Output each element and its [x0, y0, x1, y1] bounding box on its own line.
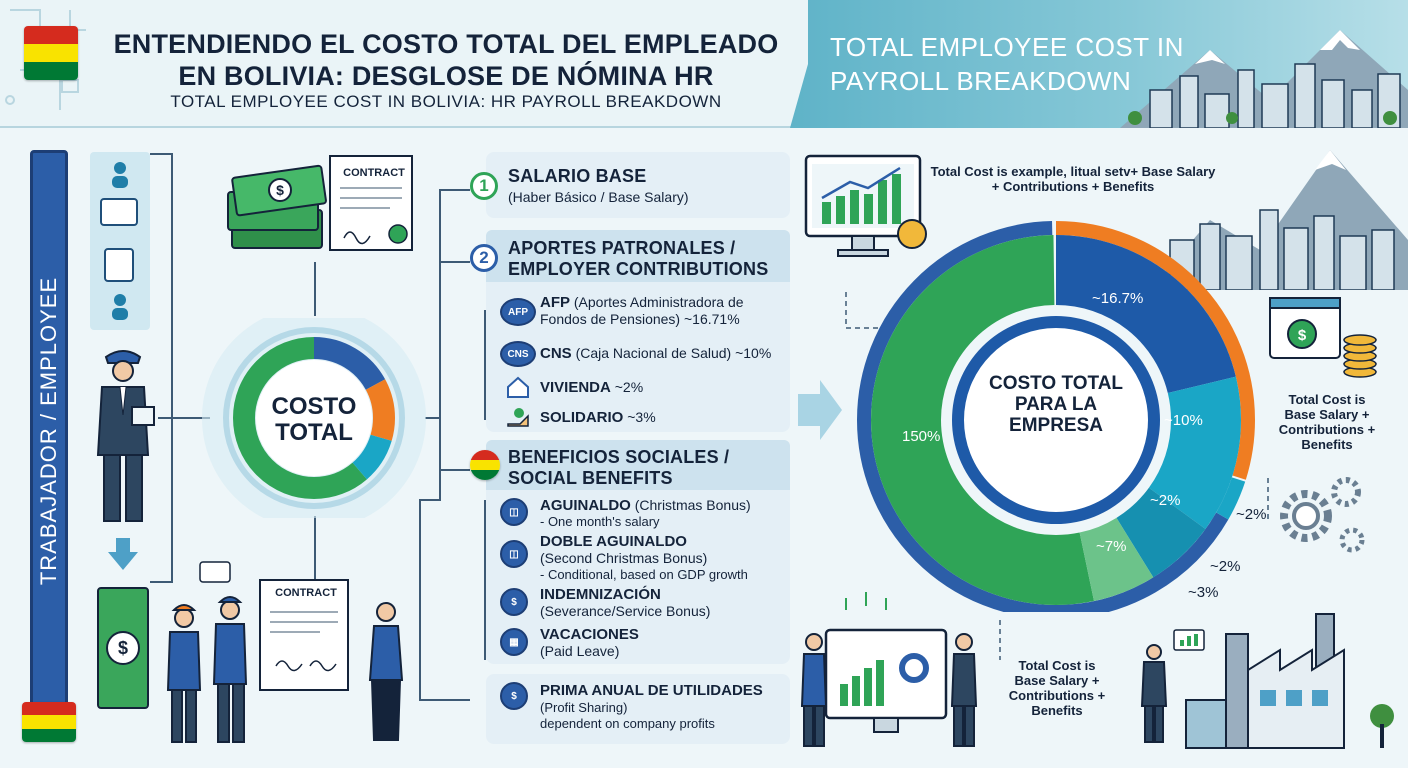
bolivia-flag-icon	[24, 26, 78, 80]
section-number-badge: 1	[470, 172, 498, 200]
donut-center-label: COSTO TOTAL	[271, 393, 357, 446]
person-icon	[112, 162, 128, 188]
outer-percent-label: ~2%	[1210, 558, 1241, 575]
header-title-panel	[0, 0, 808, 128]
city-mountains-illustration	[1120, 30, 1408, 128]
helping-hand-icon	[507, 408, 529, 427]
outer-percent-label: ~3%	[1188, 584, 1219, 601]
banner-title: TOTAL EMPLOYEE COST IN PAYROLL BREAKDOWN	[830, 32, 1184, 96]
monitor-chart-illustration	[804, 154, 927, 257]
prima-utilidades-title: PRIMA ANUAL DE UTILIDADES	[540, 682, 763, 699]
money-banknote-icon: $	[97, 587, 149, 709]
section-number-badge: 2	[470, 244, 498, 272]
id-badge-icon	[104, 248, 134, 282]
page-title: ENTENDIENDO EL COSTO TOTAL DEL EMPLEADO …	[113, 29, 779, 91]
bolivia-flag-badge-icon	[470, 450, 500, 480]
afp-percent-label: ~16.7%	[1092, 290, 1144, 307]
vivienda-percent-label: ~2%	[1150, 492, 1181, 509]
contract-label: CONTRACT	[343, 167, 405, 179]
calendar-icon: ▦	[500, 628, 528, 656]
doble-aguinaldo-item: DOBLE AGUINALDO (Second Christmas Bonus)	[540, 533, 708, 566]
outer-percent-label: ~2%	[1236, 506, 1267, 523]
city-mountains-illustration	[1150, 150, 1408, 290]
salario-base-subtitle: (Haber Básico / Base Salary)	[508, 189, 689, 205]
gift-icon: ◫	[500, 498, 528, 526]
beneficios-sociales-title: BENEFICIOS SOCIALES / SOCIAL BENEFITS	[508, 447, 730, 488]
benefits-percent-label: ~7%	[1096, 538, 1127, 555]
svg-text:$: $	[118, 638, 128, 658]
hand-coin-icon: $	[500, 588, 528, 616]
base-percent-label: 150%	[902, 428, 941, 445]
total-cost-note: Total Cost is Base Salary + Contribution…	[1008, 658, 1106, 718]
indemnizacion-item: INDEMNIZACIÓN (Severance/Service Bonus)	[540, 586, 711, 619]
salario-base-card	[486, 152, 790, 218]
aguinaldo-note: - One month's salary	[540, 514, 660, 529]
salario-base-title: SALARIO BASE	[508, 166, 647, 186]
person-icon	[112, 294, 128, 320]
presentation-illustration	[800, 592, 978, 747]
doble-aguinaldo-note: - Conditional, based on GDP growth	[540, 567, 748, 582]
team-illustration	[166, 561, 404, 743]
costo-total-donut	[202, 318, 426, 518]
hand-coin-icon: $	[500, 682, 528, 710]
cns-item: CNS (Caja Nacional de Salud) ~10%	[540, 345, 772, 362]
employee-side-bar	[30, 150, 68, 712]
total-cost-note: Total Cost is example, litual setv+ Base…	[930, 164, 1216, 194]
bolivia-flag-icon	[22, 702, 76, 742]
costo-empresa-donut	[857, 221, 1255, 612]
afp-item: AFP (Aportes Administradora de Fondos de…	[540, 294, 744, 327]
contract-label: CONTRACT	[275, 587, 337, 599]
payment-window-icon: $	[1269, 297, 1377, 378]
afp-icon: AFP	[500, 298, 536, 326]
employee-figure-illustration	[96, 350, 155, 522]
prima-utilidades-note: dependent on company profits	[540, 716, 715, 731]
prima-utilidades-subtitle: (Profit Sharing)	[540, 700, 628, 715]
prima-utilidades-card	[486, 674, 790, 744]
solidario-item: SOLIDARIO ~3%	[540, 409, 656, 426]
svg-text:$: $	[1298, 327, 1307, 344]
cns-percent-label: ~10%	[1164, 412, 1203, 429]
contract-document-illustration	[329, 155, 413, 251]
svg-text:$: $	[276, 182, 284, 198]
vivienda-item: VIVIENDA ~2%	[540, 379, 644, 396]
arrow-down-icon	[108, 538, 138, 570]
gears-icon	[1280, 477, 1365, 553]
gift-icon: ◫	[500, 540, 528, 568]
total-cost-note: Total Cost is Base Salary + Contribution…	[1278, 392, 1376, 452]
page-subtitle: TOTAL EMPLOYEE COST IN BOLIVIA: HR PAYRO…	[170, 92, 722, 111]
cns-icon: CNS	[500, 341, 536, 367]
cash-stack-illustration: $	[227, 164, 327, 249]
aportes-patronales-title: APORTES PATRONALES / EMPLOYER CONTRIBUTI…	[508, 238, 769, 279]
donut-center-label: COSTO TOTAL PARA LA EMPRESA	[988, 373, 1124, 436]
medical-kit-icon	[100, 198, 138, 226]
factory-illustration	[1140, 613, 1394, 749]
house-icon	[507, 376, 529, 398]
vacaciones-item: VACACIONES (Paid Leave)	[540, 626, 639, 659]
aguinaldo-item: AGUINALDO (Christmas Bonus)	[540, 497, 751, 514]
